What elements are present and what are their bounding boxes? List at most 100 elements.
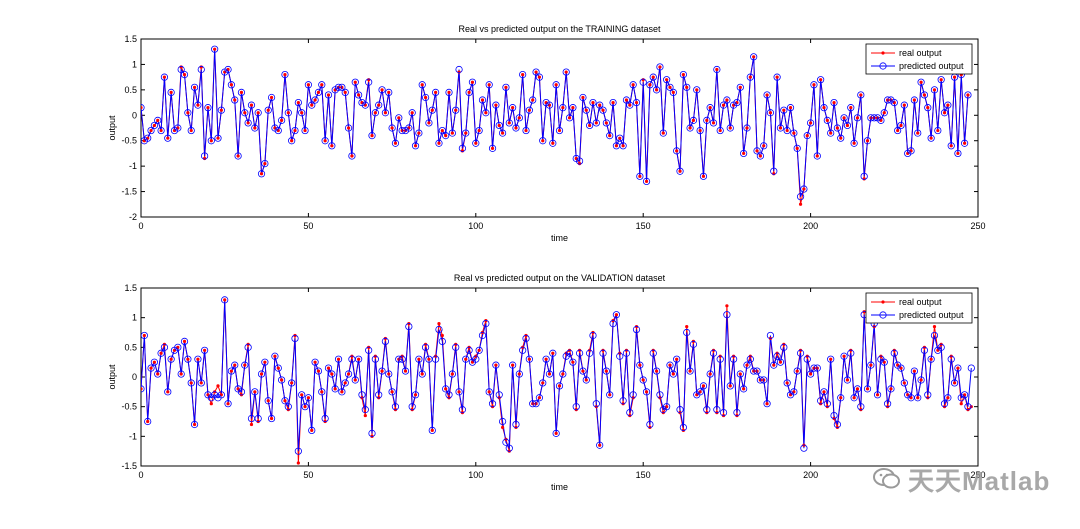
- predicted-output-point: [565, 114, 574, 122]
- predicted-output-point: [281, 397, 289, 405]
- predicted-output-point: [669, 370, 677, 378]
- x-tick-label: 0: [138, 221, 143, 231]
- real-output-point: [427, 357, 431, 361]
- real-output-point: [778, 360, 783, 364]
- predicted-output-point: [706, 370, 714, 378]
- real-output-point: [373, 111, 377, 115]
- predicted-output-point: [529, 96, 537, 104]
- predicted-output-point: [736, 370, 744, 378]
- real-output-point: [249, 422, 254, 427]
- predicted-output-point: [311, 358, 319, 366]
- real-output-point: [353, 378, 357, 382]
- predicted-output-point: [606, 391, 614, 399]
- real-output-point: [410, 111, 414, 115]
- real-output-point: [383, 111, 388, 115]
- predicted-output-point: [294, 447, 302, 455]
- predicted-output-point: [884, 96, 892, 104]
- real-output-point: [628, 103, 632, 107]
- predicted-output-point: [334, 355, 343, 363]
- real-output-point: [591, 100, 595, 105]
- predicted-output-point: [843, 121, 852, 130]
- predicted-output-point: [813, 364, 821, 372]
- real-output-point: [454, 108, 458, 112]
- predicted-output-point: [639, 376, 647, 384]
- predicted-output-point: [274, 126, 282, 135]
- real-output-point: [477, 128, 481, 133]
- predicted-output-point: [237, 388, 246, 396]
- predicted-output-point: [817, 397, 825, 405]
- real-output-point: [782, 108, 786, 112]
- predicted-output-point: [452, 343, 460, 351]
- real-output-point: [551, 141, 555, 145]
- real-output-point: [179, 372, 183, 376]
- predicted-output-point: [264, 106, 272, 114]
- real-output-point: [678, 169, 682, 173]
- real-output-point: [490, 146, 495, 150]
- real-output-point: [745, 126, 749, 130]
- real-output-point: [608, 393, 612, 397]
- real-output-point: [487, 83, 491, 87]
- predicted-output-point: [445, 391, 453, 399]
- real-output-point: [370, 134, 374, 138]
- predicted-output-point: [592, 400, 600, 408]
- y-axis-label: output: [107, 115, 117, 141]
- predicted-output-point: [261, 358, 269, 366]
- watermark-text: 天天Matlab: [908, 465, 1051, 496]
- legend: real output predicted output: [865, 43, 973, 75]
- real-output-point: [367, 78, 371, 82]
- x-axis-label: time: [551, 233, 568, 243]
- real-output-point: [845, 123, 850, 128]
- predicted-output-point: [338, 83, 346, 91]
- real-output-point: [206, 106, 210, 110]
- real-output-point: [601, 108, 605, 112]
- predicted-output-point: [308, 101, 316, 109]
- real-output-point: [524, 128, 528, 133]
- predicted-output-point: [355, 355, 363, 363]
- predicted-output-point: [713, 406, 721, 414]
- real-output-point: [902, 381, 906, 385]
- real-output-point: [604, 121, 608, 125]
- real-output-point: [671, 372, 675, 376]
- real-output-point: [527, 108, 531, 112]
- predicted-output-point: [231, 361, 239, 369]
- real-output-point: [725, 304, 729, 308]
- predicted-output-point: [746, 73, 754, 81]
- y-tick-label: -1.5: [121, 461, 137, 471]
- predicted-output-point: [475, 346, 483, 354]
- predicted-output-point: [559, 104, 567, 112]
- x-tick-label: 50: [303, 470, 313, 480]
- predicted-output-point: [753, 367, 761, 375]
- x-tick-label: 200: [803, 470, 818, 480]
- predicted-output-point: [492, 361, 500, 369]
- real-output-point: [189, 128, 193, 133]
- real-output-point: [290, 139, 294, 143]
- predicted-output-point: [924, 104, 932, 112]
- predicted-output-point: [351, 78, 359, 86]
- real-output-point: [417, 131, 421, 135]
- predicted-output-point: [803, 355, 811, 363]
- predicted-output-point: [937, 76, 945, 84]
- predicted-output-point: [622, 349, 631, 357]
- x-tick-label: 50: [303, 221, 313, 231]
- predicted-output-point: [378, 367, 386, 375]
- real-output-point: [450, 372, 454, 376]
- real-output-point: [390, 126, 394, 130]
- predicted-output-point: [810, 364, 818, 372]
- real-output-point: [976, 0, 979, 2]
- real-output-point: [598, 103, 602, 107]
- predicted-output-point: [582, 106, 590, 114]
- real-output-point: [698, 128, 702, 133]
- predicted-output-point: [187, 126, 195, 135]
- predicted-output-point: [180, 71, 189, 79]
- real-output-point: [644, 179, 649, 183]
- predicted-output-point: [241, 361, 249, 369]
- legend-marker-predicted-output: [879, 311, 887, 319]
- predicted-output-point: [719, 101, 728, 109]
- real-output-point: [534, 70, 538, 74]
- predicted-output-point: [947, 355, 955, 363]
- predicted-output-point: [857, 403, 865, 411]
- real-output-point: [832, 100, 836, 105]
- predicted-output-point: [709, 119, 718, 127]
- real-output-point: [778, 126, 783, 130]
- real-output-point: [855, 116, 860, 120]
